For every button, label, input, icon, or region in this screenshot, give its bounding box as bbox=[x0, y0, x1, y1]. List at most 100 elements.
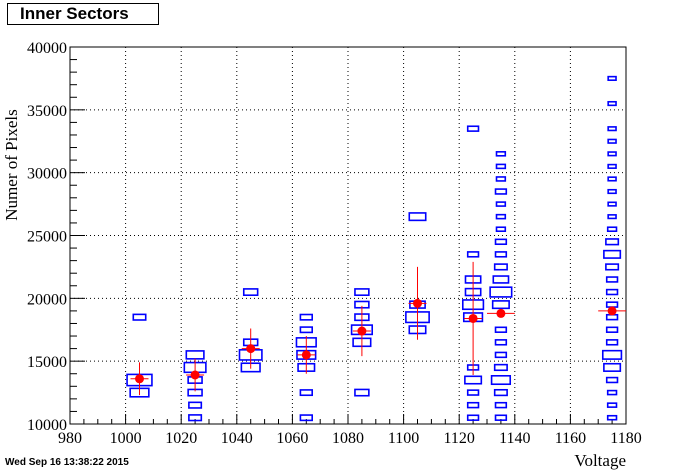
histogram-box bbox=[354, 388, 370, 397]
histogram-box bbox=[495, 163, 507, 170]
x-tick-label: 1120 bbox=[443, 430, 474, 447]
histogram-box bbox=[607, 188, 617, 195]
histogram-box bbox=[603, 249, 622, 259]
x-tick-label: 980 bbox=[58, 430, 82, 447]
histogram-box bbox=[493, 263, 508, 271]
histogram-box bbox=[605, 276, 619, 283]
histogram-box bbox=[605, 326, 619, 333]
histogram-box bbox=[299, 414, 313, 422]
histogram-box bbox=[494, 401, 508, 409]
y-tick-label: 15000 bbox=[27, 354, 67, 371]
histogram-box bbox=[605, 238, 620, 246]
profile-point bbox=[301, 350, 311, 360]
x-tick-label: 1040 bbox=[221, 430, 253, 447]
profile-point bbox=[246, 344, 256, 354]
histogram-box bbox=[495, 226, 507, 233]
histogram-box bbox=[603, 362, 622, 372]
x-tick-label: 1060 bbox=[276, 430, 308, 447]
histogram-box bbox=[605, 376, 619, 384]
profile-point bbox=[468, 313, 478, 323]
histogram-box bbox=[606, 402, 618, 408]
histogram-box bbox=[495, 213, 507, 220]
histogram-box bbox=[606, 414, 618, 421]
histogram-box bbox=[606, 389, 618, 396]
histogram-box bbox=[489, 286, 513, 298]
x-tick-label: 1100 bbox=[388, 430, 419, 447]
histogram-box bbox=[601, 349, 623, 360]
histogram-box bbox=[299, 313, 313, 321]
profile-points bbox=[130, 261, 626, 396]
histogram-box bbox=[607, 138, 617, 144]
histogram-box bbox=[605, 288, 619, 296]
y-tick-label: 35000 bbox=[27, 103, 67, 120]
histogram-box bbox=[493, 388, 508, 397]
histogram-box bbox=[607, 176, 617, 182]
histogram-box bbox=[299, 326, 313, 334]
histogram-box bbox=[495, 176, 507, 182]
histogram-box bbox=[606, 226, 618, 233]
histogram-box bbox=[490, 375, 512, 386]
histogram-box bbox=[607, 126, 617, 132]
profile-point bbox=[357, 326, 367, 336]
y-tick-label: 25000 bbox=[27, 229, 67, 246]
profile-point bbox=[413, 298, 422, 308]
histogram-box bbox=[491, 300, 510, 310]
axis-ticks: 980 1000 1020 1040 1060 1080 1100 1120 1140 1160 1… bbox=[27, 40, 642, 447]
histogram-box bbox=[466, 401, 480, 409]
y-tick-label: 30000 bbox=[27, 166, 67, 183]
histogram-box bbox=[494, 339, 508, 346]
histogram-box bbox=[607, 214, 617, 220]
y-tick-label: 40000 bbox=[27, 40, 67, 57]
histogram-box bbox=[494, 414, 508, 421]
x-axis-label: Voltage bbox=[574, 451, 626, 470]
chart-title: Inner Sectors bbox=[7, 3, 159, 25]
histogram-box bbox=[354, 288, 370, 296]
histogram-box bbox=[492, 275, 510, 284]
profile-point bbox=[190, 370, 200, 380]
histogram-box bbox=[495, 151, 507, 157]
date-stamp: Wed Sep 16 13:38:22 2015 bbox=[5, 457, 129, 468]
profile-point bbox=[496, 308, 506, 318]
histogram-box bbox=[494, 251, 508, 258]
histogram-box bbox=[466, 414, 480, 421]
histogram-box bbox=[299, 389, 313, 397]
histogram-box bbox=[408, 212, 427, 222]
histogram-box bbox=[188, 414, 203, 422]
histogram-box bbox=[242, 288, 259, 296]
histogram-box bbox=[607, 201, 617, 207]
x-tick-label: 1180 bbox=[610, 430, 641, 447]
histogram-box bbox=[494, 188, 508, 195]
x-tick-label: 1160 bbox=[555, 430, 586, 447]
histogram-box bbox=[464, 375, 483, 385]
histogram-box bbox=[494, 351, 508, 359]
histogram-box bbox=[188, 401, 203, 409]
y-tick-label: 10000 bbox=[27, 417, 67, 434]
histogram-box bbox=[495, 201, 507, 207]
histogram-box bbox=[185, 350, 205, 360]
x-tick-label: 1140 bbox=[499, 430, 530, 447]
profile-point bbox=[607, 306, 617, 316]
x-tick-label: 1000 bbox=[110, 430, 142, 447]
histogram-box bbox=[494, 326, 508, 333]
histogram-box bbox=[494, 238, 508, 246]
histogram-box bbox=[607, 75, 617, 81]
histogram-box bbox=[132, 313, 147, 321]
histogram-box bbox=[607, 100, 617, 107]
histogram-boxes bbox=[126, 75, 623, 422]
y-axis-label: Numer of Pixels bbox=[2, 109, 21, 220]
grid-lines bbox=[70, 47, 626, 424]
histogram-box bbox=[607, 151, 617, 157]
histogram-box bbox=[605, 313, 619, 321]
histogram-box bbox=[605, 339, 619, 346]
histogram-box bbox=[466, 389, 480, 396]
histogram-box bbox=[466, 251, 480, 258]
histogram-box bbox=[605, 263, 620, 271]
histogram-box bbox=[607, 163, 617, 169]
histogram-box bbox=[605, 301, 619, 308]
histogram-box bbox=[466, 125, 480, 132]
x-tick-label: 1020 bbox=[165, 430, 197, 447]
x-tick-label: 1080 bbox=[332, 430, 364, 447]
profile-point bbox=[135, 374, 144, 384]
histogram-box bbox=[493, 363, 508, 372]
